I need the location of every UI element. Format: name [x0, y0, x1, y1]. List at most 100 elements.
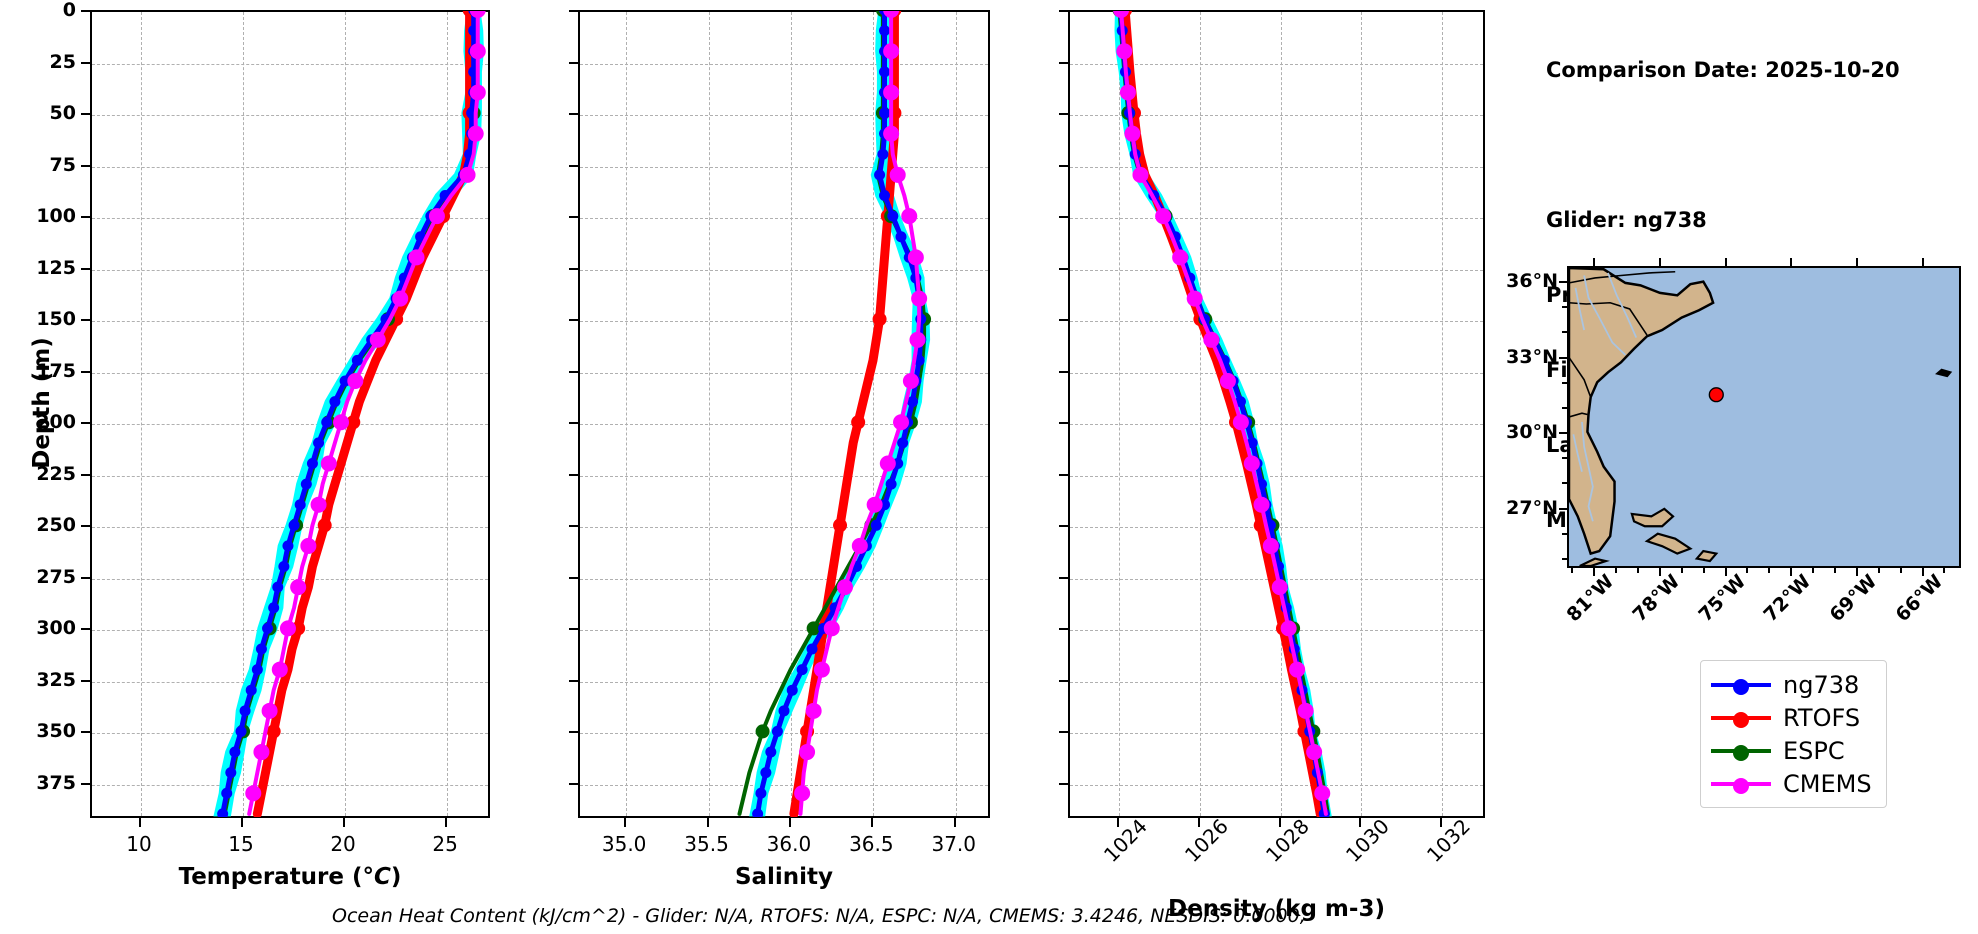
- map-island-3: [1579, 557, 1610, 566]
- map-lon-minor-tick: [1702, 568, 1705, 573]
- series-marker-ng738: [1234, 396, 1246, 408]
- series-legend[interactable]: ng738 RTOFS ESPC CMEMS: [1700, 660, 1887, 808]
- depth-gridline: [1070, 269, 1483, 271]
- depth-gridline: [1070, 218, 1483, 220]
- series-marker-cmems: [902, 373, 919, 390]
- series-marker-cmems: [1280, 620, 1297, 637]
- series-marker-cmems: [1203, 331, 1220, 348]
- depth-tick-mark: [1059, 319, 1068, 322]
- series-marker-cmems: [333, 414, 350, 431]
- value-gridline: [1442, 12, 1444, 816]
- legend-entry-espc[interactable]: ESPC: [1711, 734, 1872, 767]
- series-marker-cmems: [1271, 579, 1288, 596]
- value-tick-mark: [241, 818, 244, 827]
- depth-tick-mark: [1059, 164, 1068, 167]
- map-lon-tick: [1724, 568, 1727, 576]
- depth-gridline: [580, 321, 988, 323]
- depth-gridline: [92, 218, 488, 220]
- series-marker-cmems: [805, 702, 822, 719]
- depth-tick-mark: [81, 216, 90, 219]
- value-tick-mark: [138, 818, 141, 827]
- map-state-border-3: [1569, 270, 1676, 284]
- series-marker-cmems: [320, 455, 337, 472]
- depth-gridline: [92, 63, 488, 65]
- plot-area: [578, 10, 990, 818]
- map-lon-tick: [1921, 568, 1924, 576]
- depth-tick-mark: [1059, 473, 1068, 476]
- series-marker-cmems: [823, 620, 840, 637]
- depth-tick-mark: [81, 267, 90, 270]
- value-gridline: [1361, 12, 1363, 816]
- series-marker-ng738: [877, 148, 889, 160]
- legend-label: RTOFS: [1783, 703, 1861, 732]
- depth-gridline: [1070, 321, 1483, 323]
- map-lon-minor-tick: [1637, 568, 1640, 573]
- value-gridline: [1199, 12, 1201, 816]
- depth-tick-mark: [81, 370, 90, 373]
- depth-tick-label: 0: [62, 0, 76, 21]
- value-tick-label: 1032: [1422, 814, 1476, 867]
- depth-tick-label: 175: [36, 359, 76, 382]
- map-river-0: [1583, 275, 1626, 356]
- map-lat-label: 30°N: [1506, 421, 1558, 444]
- series-marker-ng738: [272, 581, 284, 593]
- series-marker-cmems: [909, 331, 926, 348]
- map-state-border-2: [1569, 412, 1588, 418]
- legend-marker-dot: [1733, 678, 1749, 695]
- series-line-cmems: [1119, 11, 1328, 816]
- value-tick-mark: [1116, 818, 1119, 827]
- depth-gridline: [92, 269, 488, 271]
- series-marker-ng738: [879, 25, 891, 37]
- legend-label: ESPC: [1783, 736, 1845, 765]
- legend-entry-cmems[interactable]: CMEMS: [1711, 767, 1872, 800]
- depth-tick-mark: [569, 370, 578, 373]
- legend-entry-rtofs[interactable]: RTOFS: [1711, 701, 1872, 734]
- legend-line-swatch: [1711, 678, 1771, 695]
- series-marker-cmems: [883, 125, 900, 142]
- series-marker-ng738: [870, 519, 882, 531]
- series-marker-ng738: [313, 437, 325, 449]
- map-lon-tick-top: [1658, 258, 1661, 266]
- value-gridline: [790, 12, 792, 816]
- depth-tick-label: 350: [36, 720, 76, 743]
- depth-tick-label: 50: [49, 102, 76, 125]
- depth-tick-mark: [1059, 113, 1068, 116]
- map-lat-label: 27°N: [1506, 496, 1558, 519]
- map-lat-minor-tick: [1562, 482, 1567, 485]
- depth-gridline: [580, 115, 988, 117]
- map-lat-minor-tick: [1562, 557, 1567, 560]
- map-lon-minor-tick: [1834, 568, 1837, 573]
- value-tick-label: 35.0: [601, 832, 647, 856]
- map-lon-minor-tick: [1877, 568, 1880, 573]
- series-marker-cmems: [893, 414, 910, 431]
- series-marker-cmems: [907, 249, 924, 266]
- location-map[interactable]: 36°N 33°N 30°N 27°N 81°W 78°W 75°W 72°W 69°W 66°W: [1506, 258, 1961, 626]
- depth-gridline: [1070, 733, 1483, 735]
- legend-entry-ng738[interactable]: ng738: [1711, 668, 1872, 701]
- series-marker-ng738: [288, 519, 300, 531]
- map-lon-minor-tick: [1899, 568, 1902, 573]
- series-marker-ng738: [895, 231, 907, 243]
- series-marker-cmems: [836, 579, 853, 596]
- value-tick-mark: [871, 818, 874, 827]
- map-lon-tick-top: [1921, 258, 1924, 266]
- map-plot-area: [1567, 266, 1961, 568]
- series-marker-ng738: [321, 416, 333, 428]
- series-marker-ng738: [874, 169, 886, 181]
- map-island-4: [1935, 368, 1953, 378]
- depth-tick-mark: [1059, 731, 1068, 734]
- series-marker-ng738: [255, 643, 267, 655]
- depth-tick-label: 225: [36, 462, 76, 485]
- series-marker-cmems: [879, 455, 896, 472]
- series-marker-ng738: [1246, 437, 1258, 449]
- series-marker-cmems: [883, 84, 900, 101]
- depth-tick-mark: [81, 113, 90, 116]
- x-axis-title: Density (kg m-3): [1168, 896, 1385, 922]
- depth-gridline: [1070, 475, 1483, 477]
- legend-marker-dot: [1733, 744, 1749, 761]
- series-marker-ng738: [755, 787, 767, 799]
- depth-gridline: [580, 784, 988, 786]
- depth-gridline: [580, 475, 988, 477]
- series-marker-cmems: [469, 43, 486, 60]
- depth-tick-mark: [569, 216, 578, 219]
